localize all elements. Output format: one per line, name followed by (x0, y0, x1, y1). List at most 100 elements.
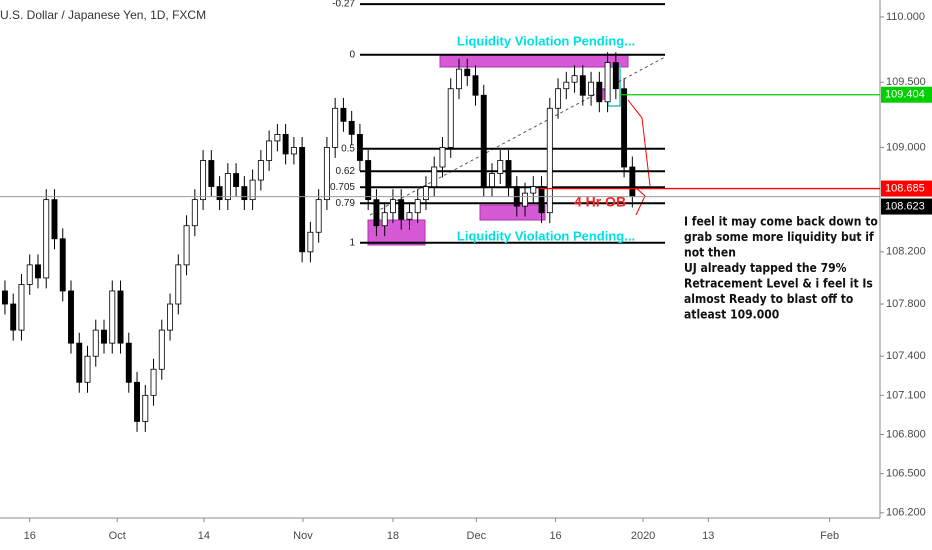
fib-label: 0.705 (330, 182, 355, 193)
candle-body (241, 186, 248, 201)
y-tick-label: 110.000 (886, 11, 925, 23)
candle-body (191, 199, 198, 227)
candle-body (621, 88, 628, 168)
candle-body (208, 160, 215, 187)
annotation: Liquidity Violation Pending... (457, 33, 635, 48)
candle-body (389, 199, 396, 214)
candle-body (588, 81, 595, 96)
candle-body (398, 199, 405, 220)
candle-body (76, 342, 83, 383)
y-tick-label: 108.200 (886, 246, 926, 258)
candle-body (216, 186, 223, 201)
candle-body (505, 160, 512, 187)
candle-body (414, 199, 421, 214)
candle-body (563, 81, 570, 90)
x-tick-label: 13 (702, 530, 714, 542)
fib-label: 0.79 (336, 198, 356, 209)
liquidity-zone (479, 204, 546, 221)
candle-body (10, 303, 17, 331)
candle-body (356, 133, 363, 161)
projection-line (633, 185, 646, 216)
fib-label: -0.27 (332, 0, 355, 10)
candle-body (480, 94, 487, 187)
candle-body (183, 225, 190, 266)
candle-body (51, 199, 58, 240)
y-tick-label: 109.000 (886, 141, 926, 153)
candle-body (546, 107, 553, 214)
price-label-box (881, 198, 932, 215)
candle-body (282, 133, 289, 155)
price-label-box (881, 180, 932, 197)
candle-body (290, 147, 297, 155)
candle-body (373, 199, 380, 227)
candle-body (530, 186, 537, 194)
candle-body (555, 88, 562, 109)
x-tick-label: 2020 (631, 530, 655, 542)
candle-body (233, 173, 240, 187)
price-label: 109.404 (885, 89, 925, 101)
candle-body (200, 160, 207, 201)
candle-body (307, 231, 314, 253)
note-line: Retracement Level & i feel it Is (684, 277, 873, 291)
liquidity-zone (439, 54, 629, 68)
note-line: grab some more liquidity but if (684, 230, 874, 244)
y-tick-label: 107.100 (886, 389, 926, 401)
candle-body (323, 147, 330, 201)
candle-body (456, 68, 462, 90)
candle-body (299, 147, 306, 253)
x-tick-label: Nov (293, 530, 313, 542)
candle-body (612, 62, 619, 90)
candle-body (175, 264, 182, 305)
candle-body (249, 179, 256, 201)
candle-body (43, 199, 50, 279)
candle-body (423, 186, 429, 201)
y-tick-label: 106.500 (886, 468, 926, 480)
fib-label: 0.5 (341, 143, 355, 154)
candle-body (538, 186, 545, 214)
candle-body (134, 381, 140, 422)
x-tick-label: 16 (549, 530, 561, 542)
note-line: atleast 109.000 (684, 308, 779, 322)
candle-body (167, 303, 174, 331)
candle-body (92, 329, 99, 357)
candle-body (579, 75, 586, 96)
candle-body (315, 199, 322, 233)
annotation: Liquidity Violation Pending... (457, 228, 635, 243)
candle-body (266, 140, 273, 161)
candle-body (365, 160, 372, 201)
candle-body (596, 81, 603, 103)
candle-body (224, 173, 231, 201)
y-tick-label: 106.800 (886, 428, 926, 440)
candle-body (18, 284, 25, 331)
candle-body (125, 342, 132, 383)
candle-body (497, 160, 504, 174)
candle-body (101, 329, 107, 344)
candle-body (158, 329, 165, 370)
candle-body (604, 62, 611, 103)
candle-body (571, 75, 578, 83)
candle-body (489, 173, 495, 187)
candle-body (35, 264, 41, 279)
candle-body (1, 290, 8, 305)
x-tick-label: 14 (198, 530, 210, 542)
y-tick-label: 106.200 (886, 507, 926, 519)
note-line: UJ already tapped the 79% (684, 261, 847, 275)
x-tick-label: Dec (467, 530, 487, 542)
note-line: I feel it may come back down to (684, 215, 878, 229)
x-tick-label: 16 (24, 530, 36, 542)
candle-body (381, 212, 388, 227)
note-line: not then (684, 246, 736, 260)
candle-body (84, 355, 91, 383)
candle-body (464, 68, 471, 77)
candle-body (406, 212, 413, 220)
candle-body (26, 264, 33, 285)
candle-body (522, 192, 528, 207)
x-tick-label: 18 (387, 530, 399, 542)
candle-body (439, 147, 446, 168)
note-line: almost Ready to blast off to (684, 292, 853, 306)
y-tick-label: 107.400 (886, 350, 926, 362)
candle-body (150, 368, 157, 396)
candle-body (348, 120, 355, 135)
